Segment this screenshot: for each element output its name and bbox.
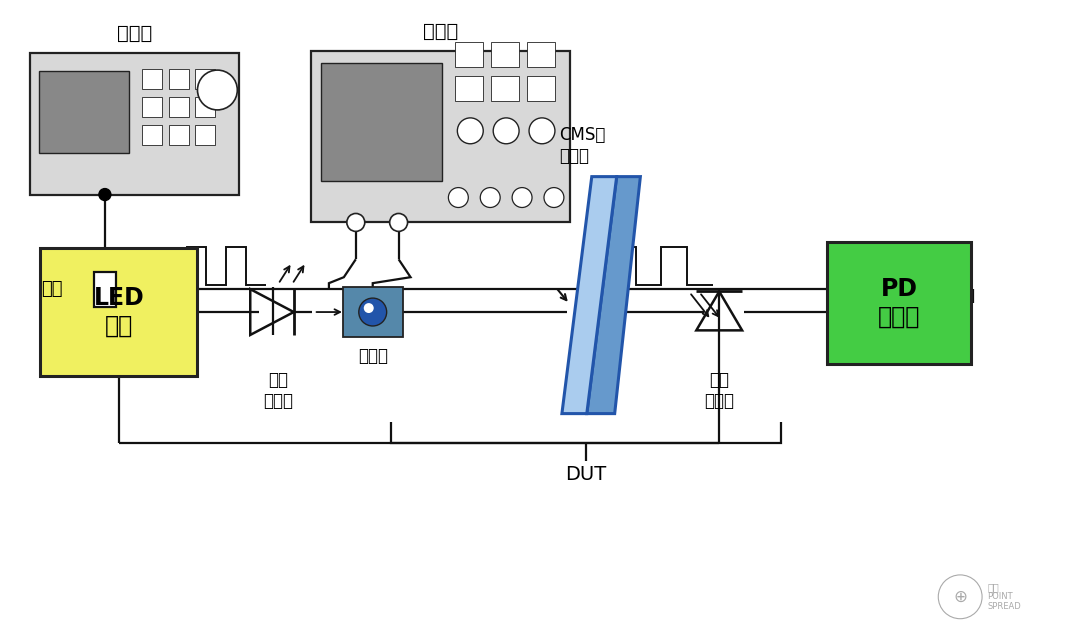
Bar	[491, 76, 519, 101]
Circle shape	[544, 187, 564, 207]
Bar	[168, 97, 189, 117]
Circle shape	[198, 70, 238, 110]
Circle shape	[99, 189, 111, 200]
Bar	[195, 97, 215, 117]
Text: DUT: DUT	[565, 466, 607, 484]
Circle shape	[359, 298, 387, 326]
Circle shape	[494, 118, 519, 144]
Text: 发光
二极管: 发光 二极管	[264, 371, 293, 410]
Bar	[168, 69, 189, 89]
Text: 摄像头: 摄像头	[357, 347, 388, 365]
Bar	[168, 125, 189, 145]
Circle shape	[529, 118, 555, 144]
Bar	[141, 97, 162, 117]
Bar	[311, 51, 570, 222]
Bar	[94, 272, 116, 307]
Bar	[491, 43, 519, 67]
Circle shape	[448, 187, 469, 207]
Text: POINT: POINT	[987, 592, 1013, 601]
Circle shape	[347, 213, 365, 231]
Bar	[321, 63, 443, 180]
Text: LED
驱动: LED 驱动	[94, 286, 145, 338]
Text: 示波器: 示波器	[422, 22, 458, 41]
Text: SPREAD: SPREAD	[987, 602, 1021, 611]
Bar	[456, 76, 483, 101]
Circle shape	[390, 213, 407, 231]
Bar	[827, 242, 971, 364]
Circle shape	[481, 187, 500, 207]
Bar	[456, 43, 483, 67]
Polygon shape	[562, 176, 617, 413]
Bar	[141, 125, 162, 145]
Bar	[40, 249, 198, 375]
Bar	[342, 287, 403, 337]
Text: 三通: 三通	[41, 280, 63, 298]
Bar	[39, 71, 129, 153]
Text: 光敏
二极管: 光敏 二极管	[704, 371, 734, 410]
Bar	[195, 125, 215, 145]
Polygon shape	[586, 176, 640, 413]
Bar	[141, 69, 162, 89]
Text: 点昀: 点昀	[987, 582, 999, 592]
Text: PD
放大器: PD 放大器	[878, 277, 920, 329]
Bar	[30, 53, 240, 194]
Bar	[195, 69, 215, 89]
Circle shape	[364, 303, 374, 313]
Text: CMS主
机和屏: CMS主 机和屏	[559, 126, 605, 165]
Text: ⊕: ⊕	[954, 588, 967, 606]
Bar	[527, 76, 555, 101]
Circle shape	[512, 187, 532, 207]
Circle shape	[457, 118, 483, 144]
Bar	[527, 43, 555, 67]
Text: 信号源: 信号源	[117, 24, 152, 43]
